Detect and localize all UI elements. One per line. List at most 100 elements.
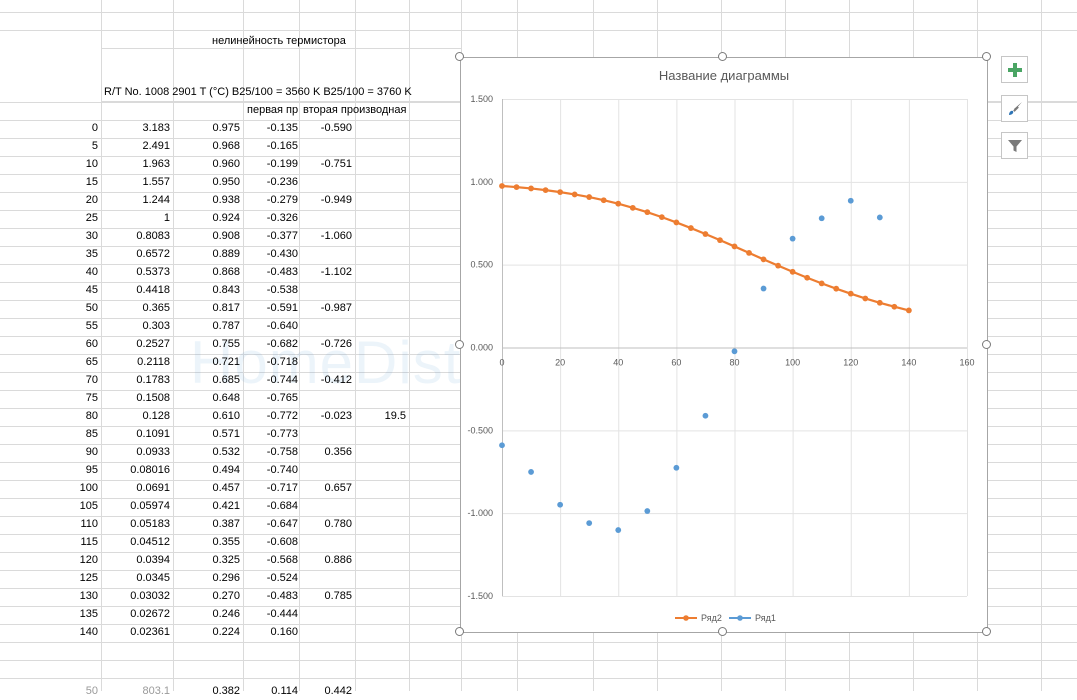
data-point[interactable] <box>876 299 883 306</box>
cell[interactable] <box>356 371 406 389</box>
cell[interactable] <box>302 425 352 443</box>
cell[interactable]: -0.483 <box>266 266 298 278</box>
cell[interactable]: 110 <box>80 518 98 530</box>
cell[interactable]: -0.524 <box>266 572 298 584</box>
data-point[interactable] <box>891 303 898 310</box>
cell[interactable]: 0.2527 <box>136 338 170 350</box>
cell[interactable]: 0.0345 <box>136 572 170 584</box>
cell[interactable] <box>356 515 406 533</box>
data-point[interactable] <box>760 256 767 263</box>
data-point[interactable] <box>847 290 854 297</box>
cell[interactable]: 0.868 <box>212 266 240 278</box>
cell[interactable]: 803.1 <box>142 685 170 697</box>
cell[interactable]: 20 <box>85 194 98 206</box>
cell[interactable]: -0.590 <box>320 122 352 134</box>
cell[interactable] <box>302 209 352 227</box>
cell[interactable]: 95 <box>85 464 98 476</box>
cell[interactable] <box>356 137 406 155</box>
cell[interactable]: 0.1508 <box>136 392 170 404</box>
cell[interactable]: 60 <box>85 338 98 350</box>
cell[interactable]: 0.6572 <box>136 248 170 260</box>
cell[interactable] <box>356 425 406 443</box>
cell[interactable]: 0.02672 <box>130 608 170 620</box>
data-point[interactable] <box>731 348 738 355</box>
cell[interactable] <box>302 281 352 299</box>
cell[interactable]: -0.326 <box>266 212 298 224</box>
data-point[interactable] <box>702 231 709 237</box>
cell[interactable]: 125 <box>79 572 98 584</box>
cell[interactable]: 70 <box>85 374 98 386</box>
data-point[interactable] <box>586 520 593 527</box>
cell[interactable] <box>356 281 406 299</box>
cell[interactable] <box>356 209 406 227</box>
cell[interactable]: 100 <box>79 482 98 494</box>
cell[interactable]: 0.968 <box>212 140 240 152</box>
cell[interactable] <box>356 191 406 209</box>
data-point[interactable] <box>818 215 825 222</box>
cell[interactable]: 0.457 <box>212 482 240 494</box>
chart-elements-button[interactable] <box>1001 56 1028 83</box>
cell[interactable]: 0.02361 <box>130 626 170 638</box>
cell[interactable]: 0.0933 <box>136 446 170 458</box>
cell[interactable] <box>302 137 352 155</box>
cell[interactable]: -0.684 <box>266 500 298 512</box>
cell[interactable] <box>302 533 352 551</box>
cell[interactable]: 130 <box>79 590 98 602</box>
cell[interactable] <box>356 479 406 497</box>
cell[interactable] <box>356 389 406 407</box>
data-point[interactable] <box>615 200 622 207</box>
cell[interactable]: 90 <box>85 446 98 458</box>
cell[interactable]: 2.491 <box>142 140 170 152</box>
cell[interactable]: 25 <box>85 212 98 224</box>
cell[interactable]: 1.963 <box>142 158 170 170</box>
cell[interactable]: 19.5 <box>384 410 406 422</box>
cell[interactable]: -0.165 <box>266 140 298 152</box>
cell[interactable]: 0.975 <box>212 122 240 134</box>
cell[interactable]: -0.608 <box>266 536 298 548</box>
cell[interactable]: 30 <box>85 230 98 242</box>
sheet-title[interactable]: нелинейность термистора <box>212 35 346 47</box>
cell[interactable]: 0.924 <box>212 212 240 224</box>
cell[interactable]: -1.102 <box>320 266 352 278</box>
cell[interactable]: 0.0691 <box>136 482 170 494</box>
cell[interactable]: -0.744 <box>266 374 298 386</box>
cell[interactable] <box>302 623 352 641</box>
cell[interactable]: -0.640 <box>266 320 298 332</box>
cell[interactable]: 1.244 <box>142 194 170 206</box>
cell[interactable]: 0.04512 <box>130 536 170 548</box>
second-derivative-header[interactable]: вторая производная <box>303 104 407 116</box>
cell[interactable] <box>356 551 406 569</box>
resize-handle[interactable] <box>455 340 464 349</box>
cell[interactable]: 0.325 <box>212 554 240 566</box>
cell[interactable] <box>356 227 406 245</box>
cell[interactable]: 0 <box>91 122 98 134</box>
cell[interactable]: 0.03032 <box>130 590 170 602</box>
data-point[interactable] <box>789 268 796 275</box>
cell[interactable] <box>356 335 406 353</box>
cell[interactable]: 0.356 <box>324 446 352 458</box>
resize-handle[interactable] <box>982 52 991 61</box>
cell[interactable]: -0.987 <box>320 302 352 314</box>
cell[interactable] <box>356 245 406 263</box>
data-point[interactable] <box>818 280 825 287</box>
data-point[interactable] <box>528 185 534 192</box>
cell[interactable]: 0.494 <box>212 464 240 476</box>
cell[interactable]: 10 <box>85 158 98 170</box>
cell[interactable]: 0.787 <box>212 320 240 332</box>
legend-entry[interactable]: Ряд1 <box>729 613 776 623</box>
cell[interactable]: 65 <box>85 356 98 368</box>
cell[interactable]: -0.568 <box>266 554 298 566</box>
cell[interactable]: 140 <box>79 626 98 638</box>
cell[interactable]: 0.296 <box>212 572 240 584</box>
cell[interactable] <box>356 119 406 137</box>
cell[interactable] <box>356 317 406 335</box>
first-derivative-header[interactable]: первая пр <box>247 104 299 116</box>
cell[interactable]: 50 <box>85 685 98 697</box>
data-point[interactable] <box>542 187 549 194</box>
data-point[interactable] <box>600 197 607 204</box>
cell[interactable]: 0.721 <box>212 356 240 368</box>
cell[interactable]: -0.591 <box>266 302 298 314</box>
cell[interactable]: -0.718 <box>266 356 298 368</box>
cell[interactable] <box>356 443 406 461</box>
resize-handle[interactable] <box>718 627 727 636</box>
